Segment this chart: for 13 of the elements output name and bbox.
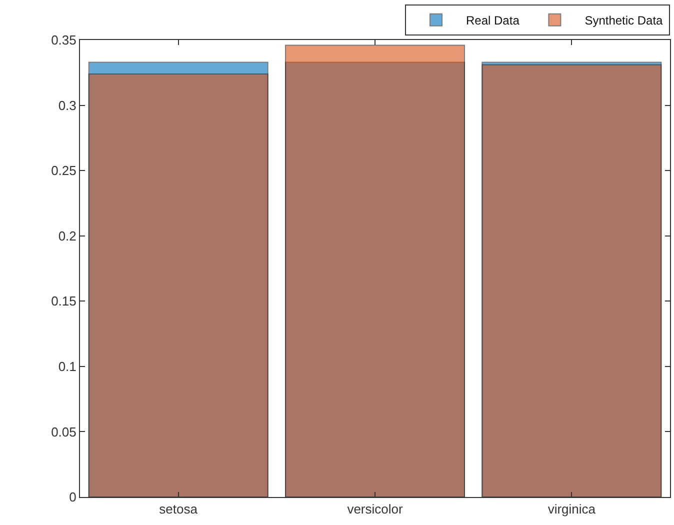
x-tick-label: setosa xyxy=(159,502,198,517)
legend-label: Synthetic Data xyxy=(584,14,664,28)
y-tick-label: 0.35 xyxy=(51,32,76,48)
y-tick-label: 0.25 xyxy=(51,163,76,178)
y-tick-label: 0 xyxy=(69,490,76,505)
x-tick-label: virginica xyxy=(548,502,596,517)
y-tick-label: 0.1 xyxy=(58,358,76,374)
legend-label: Real Data xyxy=(466,14,520,28)
y-tick-label: 0.3 xyxy=(58,98,76,113)
y-tick-label: 0.2 xyxy=(58,228,76,244)
y-tick-label: 0.05 xyxy=(51,424,76,440)
y-tick-label: 0.15 xyxy=(51,294,76,309)
x-tick-label: versicolor xyxy=(347,502,404,517)
